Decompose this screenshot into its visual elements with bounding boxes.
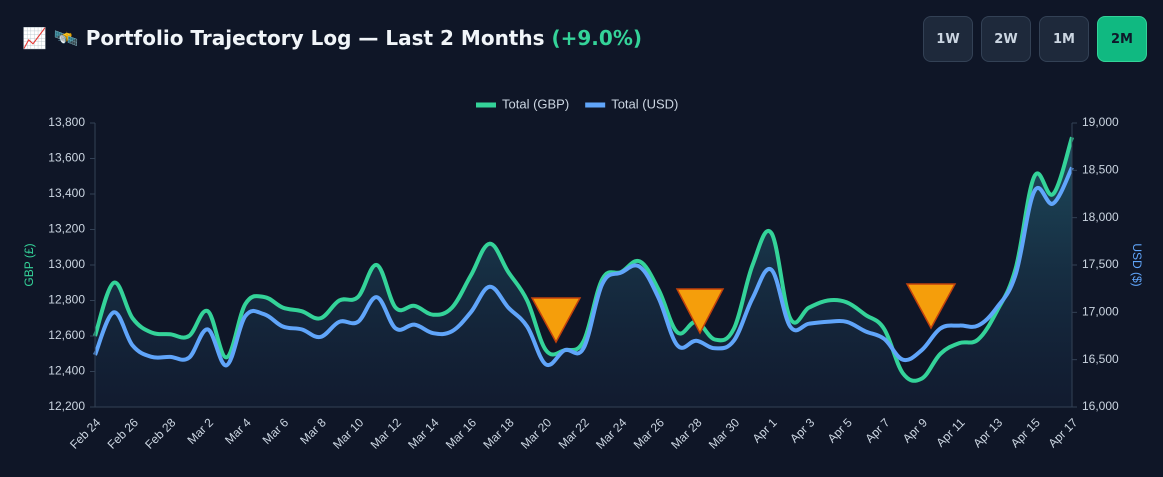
y-tick-label: 13,200	[48, 222, 85, 236]
x-tick-label: Apr 5	[825, 415, 855, 445]
decorations	[530, 283, 957, 344]
y-tick-label: 13,800	[48, 115, 85, 129]
x-tick-label: Apr 15	[1008, 415, 1043, 450]
x-tick-label: Apr 11	[933, 415, 968, 450]
x-tick-label: Mar 2	[184, 415, 216, 447]
legend-label: Total (USD)	[611, 96, 678, 111]
y-tick-label: 13,000	[48, 257, 85, 271]
y2-tick-label: 16,000	[1082, 399, 1119, 413]
x-tick-label: Feb 24	[67, 415, 104, 452]
range-button[interactable]: 1M	[1039, 16, 1089, 62]
x-tick-label: Apr 7	[862, 415, 892, 445]
y-tick-label: 12,400	[48, 364, 85, 378]
y2-tick-label: 17,500	[1082, 257, 1119, 271]
x-tick-label: Mar 20	[518, 415, 555, 452]
y-tick-label: 13,600	[48, 151, 85, 165]
line	[93, 166, 1074, 368]
y-tick-label: 13,400	[48, 186, 85, 200]
x-tick-label: Mar 22	[556, 415, 593, 452]
x-tick-label: Mar 10	[330, 415, 367, 452]
y-tick-label: 12,600	[48, 328, 85, 342]
chip-icon	[905, 283, 957, 330]
x-tick-label: Apr 13	[970, 415, 1005, 450]
y2-tick-label: 17,000	[1082, 305, 1119, 319]
y2-tick-label: 18,500	[1082, 163, 1119, 177]
chip-icon	[530, 297, 582, 344]
y2-axis-title: USD ($)	[1130, 243, 1144, 286]
title: 📈 🛰️ Portfolio Trajectory Log — Last 2 M…	[22, 26, 545, 50]
change: (+9.0%)	[551, 26, 642, 50]
x-tick-label: Apr 1	[750, 415, 780, 445]
x-tick-label: Mar 4	[222, 415, 254, 447]
x-tick-label: Mar 14	[405, 415, 442, 452]
y2-tick-label: 16,500	[1082, 352, 1119, 366]
x-tick-label: Mar 8	[297, 415, 329, 447]
x-tick-label: Apr 9	[900, 415, 930, 445]
y2-tick-label: 19,000	[1082, 115, 1119, 129]
x-tick-label: Apr 3	[787, 415, 817, 445]
range-button[interactable]: 2W	[981, 16, 1031, 62]
x-tick-label: Mar 26	[631, 415, 668, 452]
chip-icon	[675, 288, 725, 335]
x-tick-label: Mar 12	[368, 415, 405, 452]
x-tick-label: Mar 24	[593, 415, 630, 452]
x-tick-label: Feb 28	[142, 415, 179, 452]
x-tick-label: Feb 26	[105, 415, 142, 452]
title-bar: 📈 🛰️ Portfolio Trajectory Log — Last 2 M…	[22, 26, 642, 50]
area	[95, 137, 1072, 407]
legend-label: Total (GBP)	[502, 96, 569, 111]
y2-tick-label: 18,000	[1082, 210, 1119, 224]
x-tick-label: Mar 6	[260, 415, 292, 447]
x-tick-label: Mar 30	[706, 415, 743, 452]
x-tick-label: Mar 16	[443, 415, 480, 452]
range-buttons: 1W 2W 1M 2M	[923, 16, 1147, 62]
y-axis-title: GBP (£)	[22, 243, 36, 286]
y-tick-label: 12,200	[48, 399, 85, 413]
range-button[interactable]: 1W	[923, 16, 973, 62]
x-tick-label: Apr 17	[1045, 415, 1080, 450]
x-tick-label: Mar 28	[668, 415, 705, 452]
x-tick-label: Mar 18	[480, 415, 517, 452]
range-button[interactable]: 2M	[1097, 16, 1147, 62]
y-tick-label: 12,800	[48, 293, 85, 307]
